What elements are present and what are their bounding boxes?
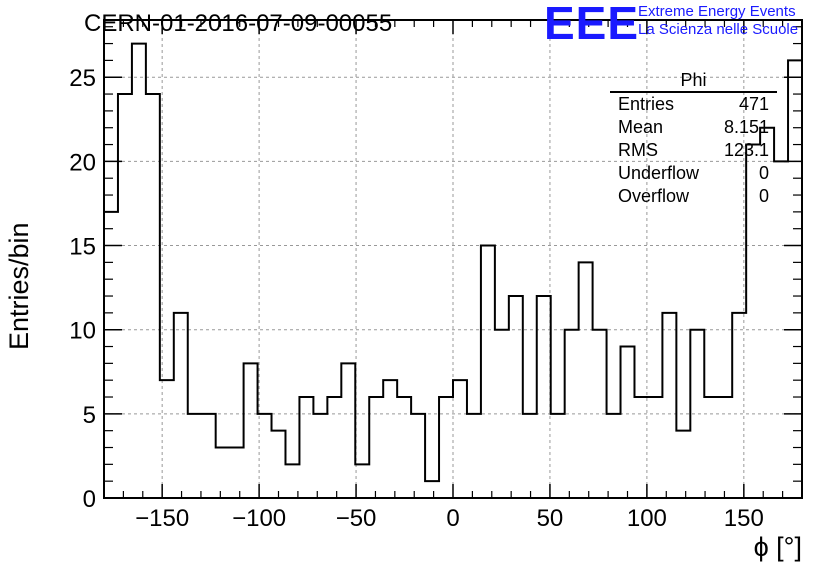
axis-ticks xyxy=(104,20,802,499)
x-tick-label: −150 xyxy=(135,505,189,532)
x-tick-label: 0 xyxy=(446,505,459,532)
y-tick-label: 5 xyxy=(83,402,96,429)
stats-label: Entries xyxy=(618,94,675,114)
y-tick-label: 20 xyxy=(69,149,96,176)
stats-row: RMS 123.1 xyxy=(610,139,777,162)
stats-value: 123.1 xyxy=(723,140,769,160)
chart-title: CERN-01-2016-07-09-00055 xyxy=(84,10,393,37)
logo-line-2: La Scienza nelle Scuole xyxy=(638,21,799,38)
stats-value: 471 xyxy=(738,94,769,114)
y-tick-label: 25 xyxy=(69,65,96,92)
stats-label: Underflow xyxy=(618,163,700,183)
histogram-line xyxy=(103,42,803,498)
stats-value: 8.151 xyxy=(723,117,769,137)
stats-label: RMS xyxy=(618,140,658,160)
grid-lines xyxy=(104,20,802,498)
x-tick-label: −100 xyxy=(232,505,286,532)
stats-row: Overflow 0 xyxy=(610,185,777,208)
stats-row: Mean 8.151 xyxy=(610,116,777,139)
y-tick-label: 10 xyxy=(69,318,96,345)
x-tick-label: 100 xyxy=(627,505,667,532)
y-tick-label: 0 xyxy=(83,486,96,513)
stats-value: 0 xyxy=(758,163,769,183)
stats-row: Entries 471 xyxy=(610,93,777,116)
y-tick-label: 15 xyxy=(69,234,96,261)
x-axis-label: ϕ [°] xyxy=(753,532,802,562)
stats-label: Mean xyxy=(618,117,664,137)
tick-labels: −150 −100 −50 0 50 100 150 0 5 10 15 20 25 xyxy=(69,65,764,532)
stats-title: Phi xyxy=(610,70,777,93)
stats-box: Phi Entries 471 Mean 8.151 RMS 123.1 Und… xyxy=(610,70,777,208)
logo-caption: Extreme Energy Events La Scienza nelle S… xyxy=(638,3,798,39)
stats-label: Overflow xyxy=(618,186,690,206)
y-axis-label: Entries/bin xyxy=(4,222,34,350)
stats-row: Underflow 0 xyxy=(610,162,777,185)
x-tick-label: −50 xyxy=(336,505,377,532)
x-tick-label: 50 xyxy=(537,505,564,532)
x-tick-label: 150 xyxy=(724,505,764,532)
logo-line-1: Extreme Energy Events xyxy=(638,3,796,20)
eee-logo: EEE xyxy=(544,0,640,49)
stats-value: 0 xyxy=(758,186,769,206)
